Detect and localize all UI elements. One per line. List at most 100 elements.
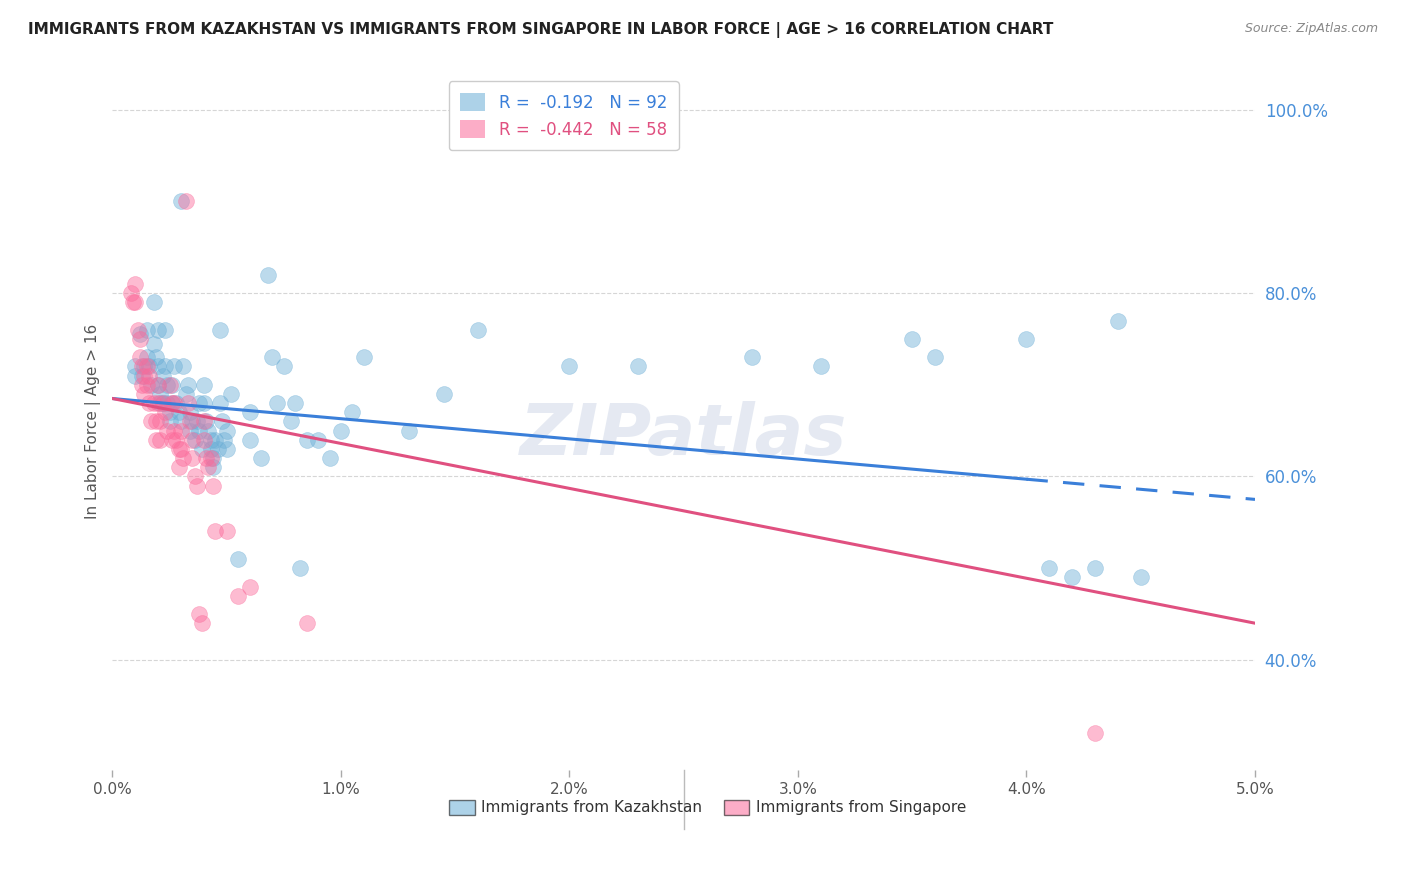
Point (149, 396, 172, 410)
FancyBboxPatch shape (450, 800, 475, 815)
Point (170, 442, 193, 456)
Point (156, 377, 179, 392)
Point (197, 460, 219, 475)
Point (1107, 313, 1129, 327)
Point (284, 396, 307, 410)
Point (256, 268, 278, 282)
Point (288, 561, 311, 575)
Point (183, 469, 205, 483)
Point (135, 323, 157, 337)
Point (153, 405, 176, 419)
Point (200, 451, 222, 466)
Point (193, 377, 215, 392)
Point (273, 359, 295, 374)
Point (156, 396, 179, 410)
Point (204, 433, 226, 447)
Point (170, 194, 193, 209)
Point (195, 451, 218, 466)
Point (190, 616, 212, 631)
Point (142, 336, 165, 351)
Point (146, 359, 169, 374)
Point (134, 359, 156, 374)
Point (181, 451, 204, 466)
Point (163, 424, 186, 438)
Point (146, 377, 169, 392)
Text: Source: ZipAtlas.com: Source: ZipAtlas.com (1244, 22, 1378, 36)
Point (215, 442, 238, 456)
Point (188, 424, 211, 438)
Point (226, 552, 249, 566)
Point (152, 396, 174, 410)
Point (131, 359, 153, 374)
Point (197, 424, 219, 438)
Point (188, 396, 211, 410)
Point (215, 524, 238, 539)
Point (204, 524, 226, 539)
Point (156, 424, 179, 438)
Point (810, 359, 832, 374)
Point (165, 396, 187, 410)
Point (159, 377, 181, 392)
Point (1084, 561, 1107, 575)
Point (165, 433, 187, 447)
Point (262, 351, 284, 365)
Point (183, 433, 205, 447)
Point (201, 478, 224, 492)
Point (122, 295, 145, 310)
Point (131, 377, 153, 392)
Point (146, 377, 169, 392)
Point (398, 424, 420, 438)
Point (152, 368, 174, 383)
Point (142, 396, 165, 410)
Point (211, 414, 233, 428)
Point (208, 323, 231, 337)
Point (219, 387, 242, 401)
Point (201, 460, 224, 475)
Point (177, 396, 200, 410)
Point (128, 327, 150, 342)
Point (238, 433, 260, 447)
Point (149, 414, 172, 428)
Point (1084, 726, 1107, 740)
Legend: R =  -0.192   N = 92, R =  -0.442   N = 58: R = -0.192 N = 92, R = -0.442 N = 58 (449, 81, 679, 151)
Point (186, 414, 208, 428)
Point (146, 396, 169, 410)
Point (138, 396, 160, 410)
Point (131, 368, 153, 383)
Point (160, 396, 183, 410)
Point (193, 433, 215, 447)
Point (159, 414, 181, 428)
Point (181, 414, 204, 428)
Point (128, 332, 150, 346)
Point (141, 414, 163, 428)
Point (186, 478, 208, 492)
Point (250, 451, 273, 466)
Point (124, 359, 146, 374)
Point (170, 414, 193, 428)
Text: Immigrants from Singapore: Immigrants from Singapore (755, 800, 966, 815)
Point (207, 442, 229, 456)
Point (1038, 561, 1060, 575)
Point (167, 460, 190, 475)
Point (226, 589, 249, 603)
Point (127, 323, 149, 337)
Point (342, 405, 364, 419)
Point (146, 323, 169, 337)
Point (179, 414, 201, 428)
Text: IMMIGRANTS FROM KAZAKHSTAN VS IMMIGRANTS FROM SINGAPORE IN LABOR FORCE | AGE > 1: IMMIGRANTS FROM KAZAKHSTAN VS IMMIGRANTS… (28, 22, 1053, 38)
Point (266, 396, 288, 410)
Point (153, 323, 176, 337)
Point (1062, 570, 1084, 584)
Point (128, 351, 150, 365)
Point (124, 277, 146, 291)
Point (307, 433, 329, 447)
Text: ZIPatlas: ZIPatlas (520, 401, 848, 470)
Point (353, 351, 375, 365)
Point (193, 396, 215, 410)
Point (467, 323, 489, 337)
Point (160, 377, 183, 392)
Point (181, 433, 204, 447)
Point (170, 424, 193, 438)
Point (167, 442, 190, 456)
Point (190, 442, 212, 456)
